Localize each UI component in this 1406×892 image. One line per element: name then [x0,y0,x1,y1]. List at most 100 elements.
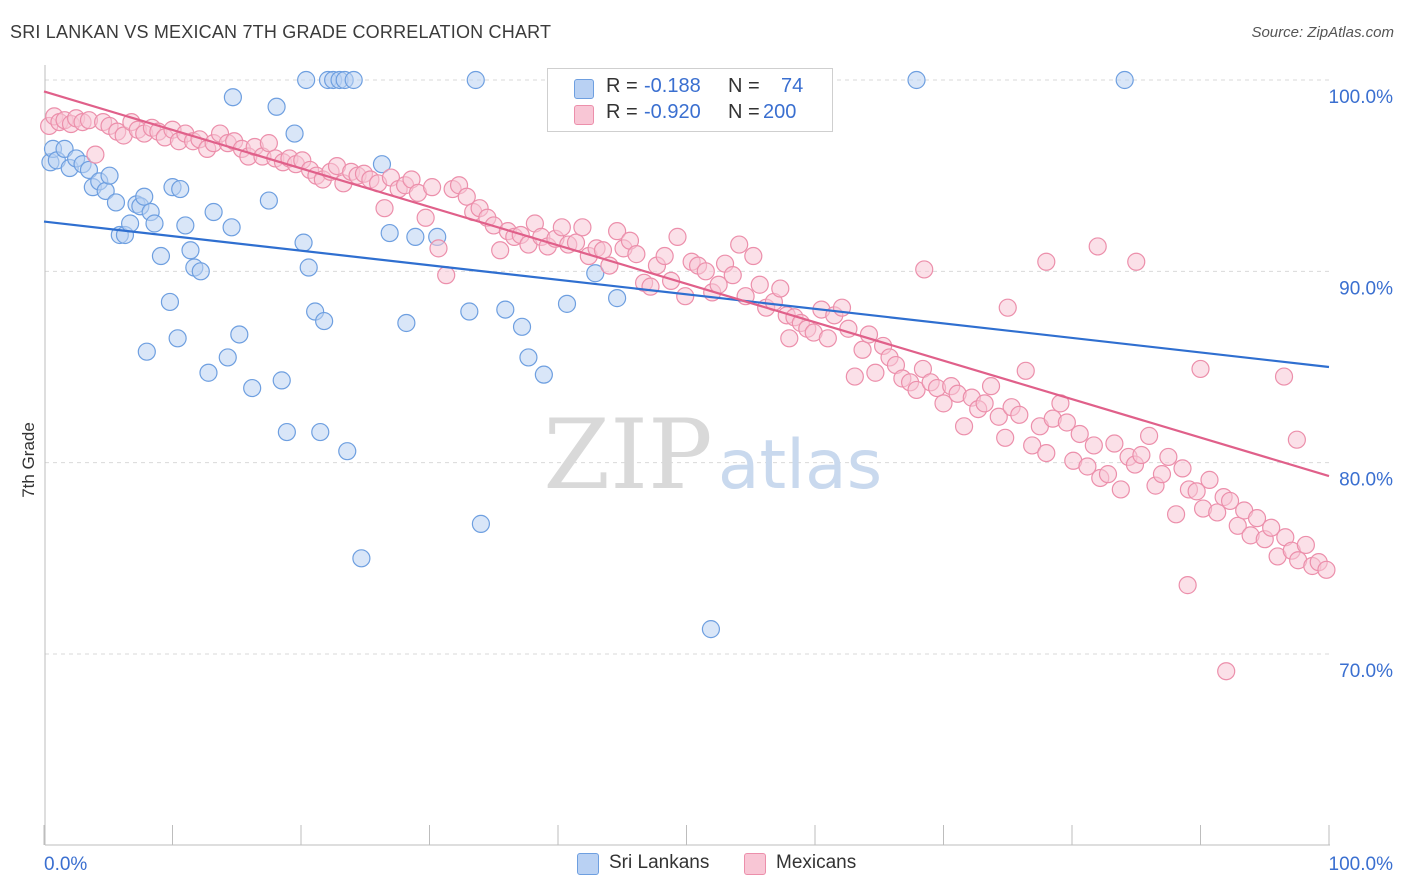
point-mexicans [1296,535,1315,555]
point-mexicans [668,227,687,246]
point-sri-lankans [1115,70,1134,90]
point-mexicans [989,407,1008,426]
legend-n-label: N = [728,101,760,123]
stats-legend: R = -0.188 N = 74 R = -0.920 N = 200 [547,68,833,132]
point-mexicans [655,246,674,266]
point-mexicans [552,218,571,237]
point-mexicans [866,363,885,382]
point-sri-lankans [181,241,200,260]
point-sri-lankans [406,227,425,246]
point-mexicans [1166,505,1186,524]
watermark-zip-text: ZIP [543,399,712,511]
point-sri-lankans [120,214,140,233]
point-mexicans [1084,436,1103,455]
point-sri-lankans [285,124,304,143]
point-sri-lankans [223,88,242,107]
point-sri-lankans [586,264,605,283]
point-sri-lankans [243,378,262,398]
point-sri-lankans [397,313,416,333]
point-mexicans [1070,424,1089,444]
point-sri-lankans [106,193,126,212]
point-mexicans [1220,491,1240,511]
point-mexicans [676,287,695,306]
point-mexicans [86,145,105,164]
point-sri-lankans [160,292,180,312]
legend-row-mexicans: R = -0.920 N = 200 [548,101,832,127]
x-tick-label-max: 100.0% [1329,854,1394,875]
point-sri-lankans [230,325,249,344]
legend-n-label: N = [728,75,760,97]
y-axis-label: 7th Grade [19,422,38,498]
point-mexicans [1037,444,1056,463]
point-sri-lankans [519,348,538,367]
tick-labels: 100.0% 90.0% 80.0% 70.0% 0.0% 100.0% [44,87,1393,875]
y-tick-label: 70.0% [1339,661,1393,682]
point-sri-lankans [218,348,237,367]
point-sri-lankans [380,223,399,243]
point-mexicans [422,178,442,197]
point-sri-lankans [344,70,363,90]
point-mexicans [437,266,456,285]
point-mexicans [1191,359,1210,379]
point-mexicans [375,199,394,218]
point-sri-lankans [100,166,119,185]
point-mexicans [573,218,592,237]
watermark-atlas-text: atlas [718,426,882,505]
point-mexicans [853,340,872,359]
watermark: ZIP atlas [543,399,882,511]
point-mexicans [1173,459,1192,478]
point-sri-lankans [199,363,218,382]
point-mexicans [1187,482,1206,501]
point-mexicans [1178,576,1197,595]
point-mexicans [429,239,448,258]
point-mexicans [1098,465,1118,484]
point-mexicans [627,245,646,264]
point-mexicans [744,246,763,266]
legend-r-value: -0.188 [644,75,701,97]
point-sri-lankans [137,342,156,361]
point-mexicans [934,394,953,413]
point-mexicans [1208,503,1227,522]
point-sri-lankans [191,262,210,281]
point-mexicans [1016,361,1035,380]
legend-label-sri-lankans: Sri Lankans [609,852,710,873]
point-mexicans [1217,662,1236,681]
point-mexicans [996,428,1015,447]
point-sri-lankans [496,300,515,319]
point-mexicans [915,260,934,279]
legend-swatch-mexicans [574,105,594,125]
point-mexicans [416,208,435,227]
point-sri-lankans [135,187,154,206]
trend-line-mexicans [43,90,1330,478]
trend-line-sri-lankans [43,220,1330,369]
point-sri-lankans [372,155,392,174]
point-mexicans [913,359,933,379]
point-mexicans [1127,252,1146,271]
point-mexicans [1105,434,1124,453]
point-mexicans [780,329,799,348]
grid-lines [45,79,1330,655]
point-mexicans [1317,560,1336,579]
point-mexicans [696,262,715,281]
y-tick-label: 90.0% [1339,278,1393,299]
x-tick-label-min: 0.0% [44,854,87,875]
point-sri-lankans [352,549,371,568]
point-mexicans [818,329,837,348]
point-mexicans [845,367,864,386]
source-label: Source: ZipAtlas.com [1251,24,1394,41]
point-sri-lankans [272,371,291,390]
point-mexicans [1139,426,1159,445]
point-sri-lankans [471,514,490,533]
point-sri-lankans [259,191,278,210]
y-tick-label: 80.0% [1339,470,1393,491]
point-mexicans [1088,237,1107,256]
point-sri-lankans [204,202,223,222]
point-sri-lankans [222,218,241,237]
point-sri-lankans [151,246,171,266]
point-sri-lankans [171,179,190,199]
point-mexicans [998,298,1017,317]
point-mexicans [1152,465,1172,484]
point-mexicans [1057,413,1076,432]
point-sri-lankans [701,620,721,639]
